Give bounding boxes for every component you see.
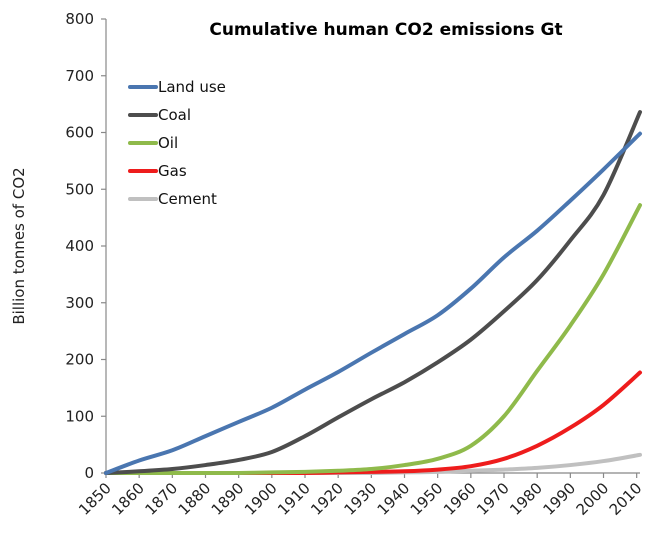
- x-tick-label: 1930: [340, 479, 380, 519]
- x-tick-label: 1890: [208, 479, 248, 519]
- series-line-coal: [104, 110, 642, 475]
- y-tick-label: 400: [65, 237, 94, 255]
- x-tick-label: 1950: [407, 479, 447, 519]
- x-tick-label: 1850: [75, 479, 115, 519]
- legend-label-coal: Coal: [158, 106, 191, 124]
- x-tick-label: 1980: [506, 479, 546, 519]
- x-tick-label: 1990: [539, 479, 579, 519]
- legend-label-oil: Oil: [158, 134, 178, 152]
- y-tick-label: 0: [84, 464, 94, 482]
- x-tick-label: 1860: [108, 479, 148, 519]
- y-tick-label: 200: [65, 351, 94, 369]
- x-tick-label: 1870: [141, 479, 181, 519]
- y-tick-label: 600: [65, 124, 94, 142]
- y-axis-label: Billion tonnes of CO2: [10, 167, 28, 324]
- x-tick-label: 2010: [606, 479, 646, 519]
- y-tick-label: 100: [65, 407, 94, 425]
- y-tick-label: 300: [65, 294, 94, 312]
- legend-label-land-use: Land use: [158, 78, 226, 96]
- legend: Land use Coal Oil Gas Cement: [128, 78, 226, 208]
- y-tick-label: 800: [65, 10, 94, 28]
- x-tick-label: 1900: [241, 479, 281, 519]
- chart-title: Cumulative human CO2 emissions Gt: [209, 20, 562, 40]
- series-line-oil: [104, 203, 642, 475]
- legend-label-cement: Cement: [158, 190, 217, 208]
- x-tick-label: 1910: [274, 479, 314, 519]
- x-tick-label: 2000: [573, 479, 613, 519]
- series-lines: [104, 110, 642, 475]
- series-line-gas: [104, 370, 642, 475]
- x-tick-label: 1940: [374, 479, 414, 519]
- x-tick-label: 1880: [175, 479, 215, 519]
- y-tick-label: 500: [65, 180, 94, 198]
- legend-label-gas: Gas: [158, 162, 187, 180]
- x-tick-label: 1920: [307, 479, 347, 519]
- y-tick-label: 700: [65, 67, 94, 85]
- x-tick-label: 1960: [440, 479, 480, 519]
- x-tick-label: 1970: [473, 479, 513, 519]
- series-line-land-use: [104, 131, 642, 475]
